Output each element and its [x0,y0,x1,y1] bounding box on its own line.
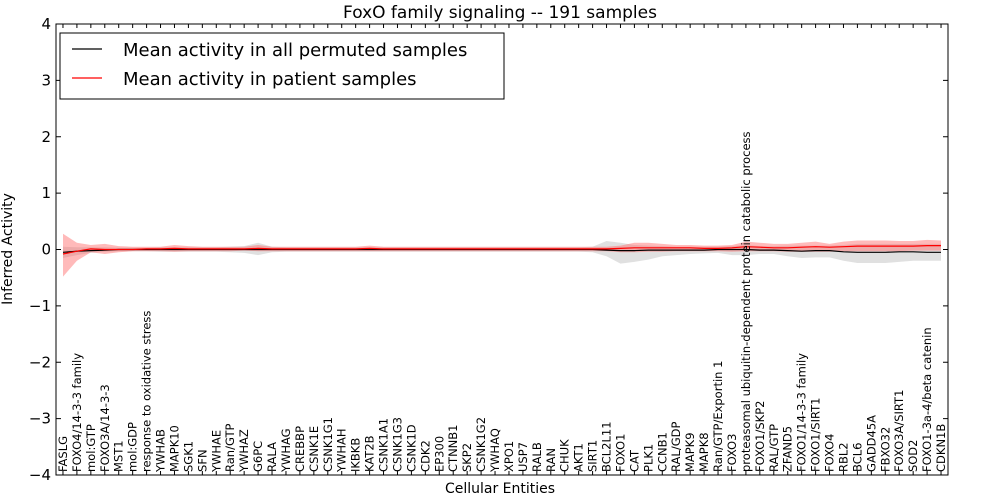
x-category-label: Ran/GTP/Exportin 1 [711,361,725,472]
y-tick-label: −2 [29,353,51,371]
x-category-label: FOXO4 [823,434,837,472]
chart-title: FoxO family signaling -- 191 samples [343,3,657,23]
x-category-label: RAL/GDP [669,422,683,472]
x-category-label: ZFAND5 [781,426,795,472]
x-category-label: RALA [265,442,279,472]
legend-label-patient: Mean activity in patient samples [123,69,417,90]
x-category-label: CHUK [558,439,572,472]
x-category-label: CSNK1D [404,424,418,472]
x-category-label: CDK2 [418,440,432,472]
x-category-label: SGK1 [181,441,195,472]
x-category-label: KAT2B [363,435,377,472]
y-tick-label: −3 [29,410,51,428]
x-category-label: RAL/GTP [767,424,781,472]
y-axis-label: Inferred Activity [0,193,16,305]
x-category-label: YWHAB [154,429,168,473]
x-category-label: YWHAE [209,430,223,473]
x-category-label: PLK1 [641,444,655,472]
x-category-label: CSNK1A1 [377,418,391,472]
x-category-label: G6PC [251,441,265,472]
x-category-label: IKBKB [349,438,363,472]
x-category-label: SFN [195,449,209,472]
x-category-label: CDKN1B [934,424,948,472]
x-category-label: CSNK1G3 [391,417,405,472]
x-category-label: FOXO4/14-3-3 family [70,353,84,472]
x-category-label: FOXO1/14-3-3 family [795,353,809,472]
x-category-label: CREBBP [293,426,307,472]
y-tick-label: 4 [41,15,51,33]
x-category-label: RBL2 [837,442,851,472]
x-category-label: FOXO1-3a-4/beta catenin [920,327,934,472]
x-category-label: FOXO1/SIRT1 [809,397,823,472]
y-tick-label: −1 [29,297,51,315]
x-category-label: USP7 [516,442,530,472]
x-category-label: FOXO3A/14-3-3 [98,384,112,472]
y-tick-label: 0 [41,241,51,259]
x-category-label: EP300 [432,436,446,472]
series-line-1 [62,245,941,255]
x-axis-label: Cellular Entities [445,481,555,497]
x-category-label: RAN [544,448,558,472]
x-category-label: SIRT1 [586,440,600,472]
y-tick-label: 2 [41,128,51,146]
series-band-0 [63,241,941,264]
x-category-label: YWHAG [279,428,293,473]
x-category-label: mol:GTP [84,424,98,472]
y-tick-label: −4 [29,466,51,484]
legend-label-permuted: Mean activity in all permuted samples [123,40,467,61]
x-category-label: BCL6 [850,443,864,472]
x-category-label: response to oxidative stress [140,311,154,472]
x-category-label: CCNB1 [655,432,669,472]
x-category-label: CSNK1G2 [474,417,488,472]
x-category-label: MAPK8 [697,432,711,472]
x-category-label: FASLG [56,436,70,472]
x-category-label: proteasomal ubiquitin-dependent protein … [739,131,753,472]
x-category-label: SOD2 [906,440,920,473]
legend-box [59,32,505,100]
x-category-label: mol:GDP [126,422,140,472]
x-category-label: Ran/GTP [223,424,237,472]
legend: Mean activity in all permuted samples Me… [59,32,505,100]
x-category-label: FOXO1/SKP2 [753,401,767,472]
y-tick-label: 1 [41,184,51,202]
x-category-label: FOXO3A/SIRT1 [892,390,906,472]
x-category-label: CSNK1G1 [321,417,335,472]
x-category-label: MAPK10 [168,425,182,472]
x-category-label: FOXO1 [614,434,628,472]
x-category-label: BCL2L11 [600,421,614,471]
x-category-label: YWHAQ [488,428,502,473]
x-category-label: AKT1 [572,443,586,472]
x-category-label: YWHAH [335,428,349,473]
y-tick-label: 3 [41,71,51,89]
x-category-label: MST1 [112,440,126,472]
x-category-label: CTNNB1 [446,425,460,472]
x-category-label: XPO1 [502,441,516,472]
x-category-label: CAT [627,449,641,472]
x-category-label: YWHAZ [237,429,251,473]
x-category-label: GADD45A [864,415,878,472]
x-category-label: FOXO3 [725,434,739,472]
x-category-label: SKP2 [460,443,474,472]
x-category-label: FBXO32 [878,427,892,472]
x-category-label: CSNK1E [307,426,321,472]
x-category-label: MAPK9 [683,432,697,472]
x-category-label: RALB [530,442,544,472]
